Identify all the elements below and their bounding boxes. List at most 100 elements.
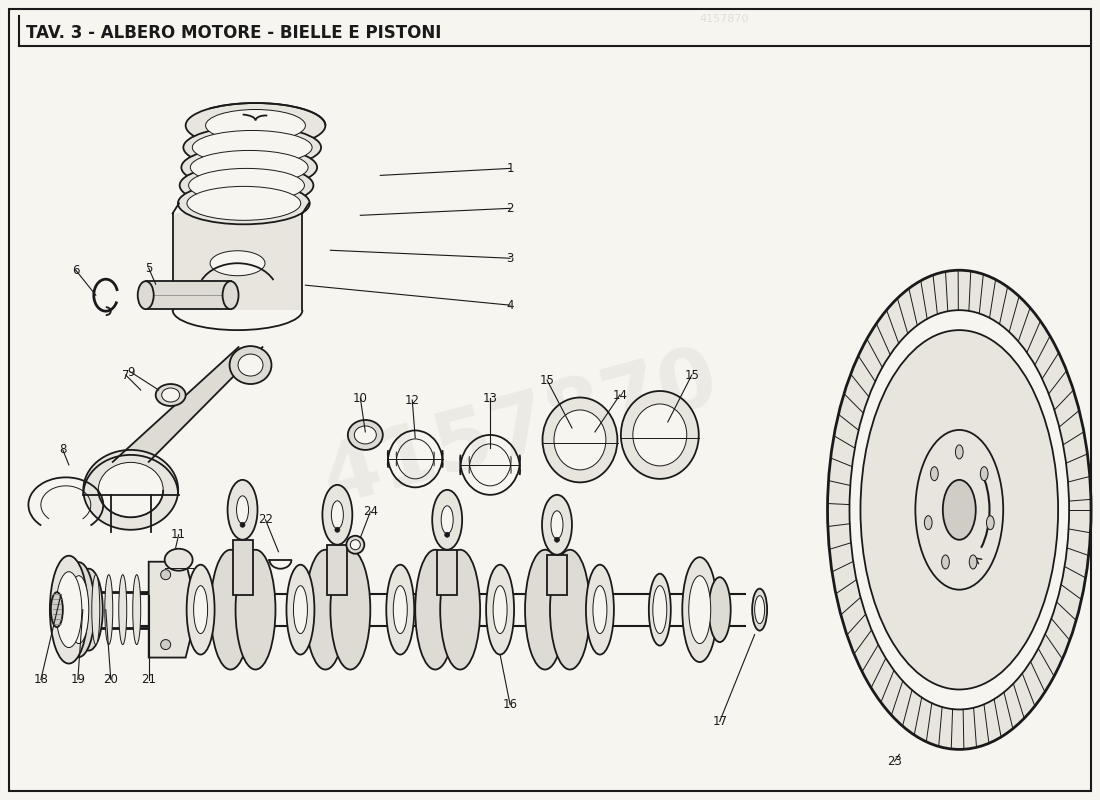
Ellipse shape — [210, 250, 265, 276]
Ellipse shape — [652, 586, 667, 634]
Ellipse shape — [322, 485, 352, 545]
Text: 1: 1 — [506, 162, 514, 175]
Ellipse shape — [542, 398, 617, 482]
Text: 3: 3 — [506, 252, 514, 265]
Text: 15: 15 — [540, 374, 554, 386]
Ellipse shape — [931, 466, 938, 481]
Ellipse shape — [138, 282, 154, 309]
Text: 14: 14 — [613, 389, 627, 402]
Ellipse shape — [222, 282, 239, 309]
Ellipse shape — [235, 550, 275, 670]
Text: 4157870: 4157870 — [314, 338, 727, 522]
Text: 12: 12 — [405, 394, 420, 406]
Text: 9: 9 — [126, 366, 134, 378]
Ellipse shape — [184, 126, 321, 169]
Text: 4: 4 — [506, 298, 514, 312]
Polygon shape — [148, 562, 190, 658]
Ellipse shape — [525, 550, 565, 670]
Ellipse shape — [752, 589, 767, 630]
Ellipse shape — [206, 110, 306, 142]
Ellipse shape — [186, 103, 326, 148]
Ellipse shape — [98, 462, 163, 518]
Ellipse shape — [165, 549, 192, 570]
Ellipse shape — [91, 574, 100, 645]
Ellipse shape — [620, 391, 698, 479]
Ellipse shape — [188, 169, 305, 202]
Ellipse shape — [432, 490, 462, 550]
Polygon shape — [328, 545, 348, 594]
Ellipse shape — [924, 516, 932, 530]
Text: 11: 11 — [172, 528, 186, 542]
Ellipse shape — [987, 516, 994, 530]
Ellipse shape — [294, 586, 307, 634]
Text: 21: 21 — [141, 673, 156, 686]
Polygon shape — [547, 554, 567, 594]
Ellipse shape — [178, 182, 310, 224]
Text: 15: 15 — [684, 369, 700, 382]
Ellipse shape — [156, 384, 186, 406]
Text: 23: 23 — [887, 755, 902, 768]
Text: 22: 22 — [258, 514, 273, 526]
Ellipse shape — [593, 586, 607, 634]
Polygon shape — [437, 550, 458, 594]
Ellipse shape — [542, 495, 572, 554]
Text: 7: 7 — [122, 369, 130, 382]
Ellipse shape — [486, 565, 514, 654]
Ellipse shape — [354, 426, 376, 444]
Ellipse shape — [179, 165, 314, 206]
Ellipse shape — [860, 330, 1058, 690]
Ellipse shape — [75, 569, 102, 650]
Ellipse shape — [162, 388, 179, 402]
Ellipse shape — [236, 496, 249, 524]
Ellipse shape — [286, 565, 315, 654]
Ellipse shape — [63, 562, 95, 657]
Ellipse shape — [119, 574, 126, 645]
Text: 19: 19 — [70, 673, 86, 686]
Text: 20: 20 — [103, 673, 118, 686]
Ellipse shape — [192, 130, 312, 165]
Ellipse shape — [56, 572, 81, 647]
Ellipse shape — [187, 186, 300, 220]
Text: 16: 16 — [503, 698, 518, 711]
Ellipse shape — [956, 445, 964, 459]
Text: 13: 13 — [483, 391, 497, 405]
Ellipse shape — [632, 404, 686, 466]
Ellipse shape — [551, 511, 563, 538]
Polygon shape — [173, 214, 302, 310]
Ellipse shape — [915, 430, 1003, 590]
Ellipse shape — [554, 410, 606, 470]
Text: 17: 17 — [712, 715, 727, 728]
Ellipse shape — [331, 501, 343, 529]
Ellipse shape — [240, 522, 245, 527]
Ellipse shape — [194, 586, 208, 634]
Text: 4157870: 4157870 — [700, 14, 749, 24]
Ellipse shape — [550, 550, 590, 670]
Ellipse shape — [386, 565, 415, 654]
Ellipse shape — [346, 536, 364, 554]
Ellipse shape — [849, 310, 1069, 710]
Text: 24: 24 — [363, 506, 377, 518]
Ellipse shape — [161, 570, 170, 580]
Ellipse shape — [228, 480, 257, 540]
Ellipse shape — [755, 596, 764, 624]
Text: 10: 10 — [353, 391, 367, 405]
Ellipse shape — [187, 565, 214, 654]
Text: 6: 6 — [73, 264, 79, 277]
Ellipse shape — [50, 556, 88, 663]
Ellipse shape — [493, 586, 507, 634]
Ellipse shape — [942, 555, 949, 569]
Ellipse shape — [350, 540, 361, 550]
Ellipse shape — [689, 576, 711, 643]
Ellipse shape — [586, 565, 614, 654]
Ellipse shape — [330, 550, 371, 670]
Ellipse shape — [827, 270, 1091, 750]
Text: 8: 8 — [59, 443, 66, 457]
Ellipse shape — [51, 592, 63, 627]
Polygon shape — [113, 347, 263, 462]
Text: TAV. 3 - ALBERO MOTORE - BIELLE E PISTONI: TAV. 3 - ALBERO MOTORE - BIELLE E PISTON… — [26, 24, 441, 42]
Ellipse shape — [394, 586, 407, 634]
Ellipse shape — [190, 150, 308, 184]
Ellipse shape — [334, 527, 340, 532]
Text: 18: 18 — [33, 673, 48, 686]
Ellipse shape — [980, 466, 988, 481]
